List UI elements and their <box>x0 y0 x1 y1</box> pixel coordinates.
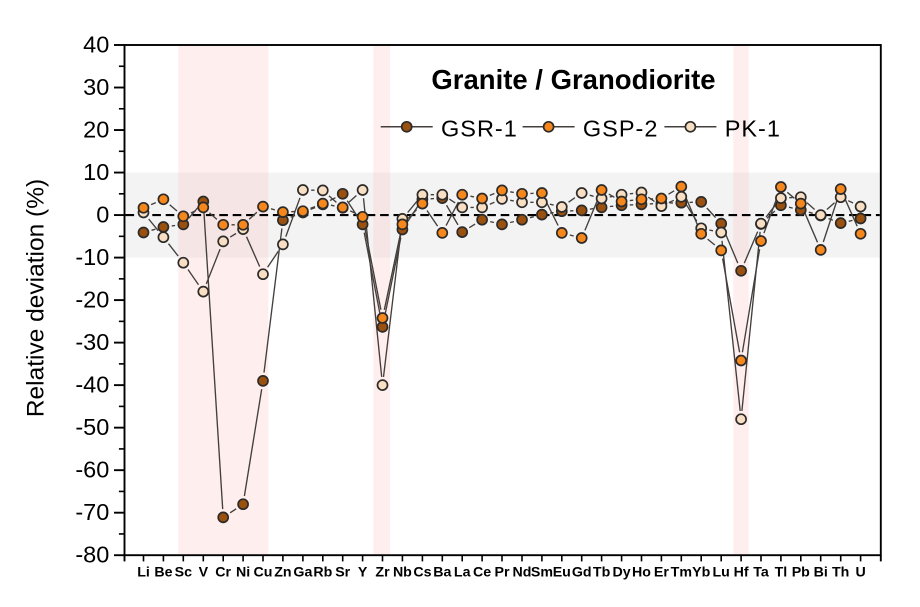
svg-text:Yb: Yb <box>692 564 710 580</box>
svg-text:Pb: Pb <box>792 564 810 580</box>
svg-text:Gd: Gd <box>572 564 592 580</box>
svg-text:GSP-2: GSP-2 <box>583 115 659 141</box>
svg-text:Relative deviation (%): Relative deviation (%) <box>23 179 50 417</box>
svg-text:Dy: Dy <box>613 564 631 580</box>
svg-text:-40: -40 <box>75 371 109 397</box>
svg-text:Ga: Ga <box>293 564 312 580</box>
svg-text:Li: Li <box>137 564 150 580</box>
svg-text:Ba: Ba <box>433 564 451 580</box>
svg-text:0: 0 <box>96 201 109 227</box>
svg-text:-80: -80 <box>75 541 109 567</box>
svg-text:Sm: Sm <box>531 564 553 580</box>
svg-text:10: 10 <box>83 159 109 185</box>
svg-text:Lu: Lu <box>713 564 730 580</box>
svg-text:Er: Er <box>654 564 669 580</box>
svg-text:Tb: Tb <box>593 564 611 580</box>
svg-text:Cs: Cs <box>413 564 431 580</box>
svg-text:Be: Be <box>154 564 172 580</box>
svg-text:Rb: Rb <box>313 564 332 580</box>
svg-text:-70: -70 <box>75 499 109 525</box>
svg-text:-60: -60 <box>75 456 109 482</box>
svg-text:U: U <box>855 564 865 580</box>
svg-text:Nb: Nb <box>393 564 412 580</box>
svg-text:Granite / Granodiorite: Granite / Granodiorite <box>431 64 715 95</box>
svg-text:Ta: Ta <box>753 564 769 580</box>
svg-text:Zn: Zn <box>274 564 291 580</box>
svg-text:-50: -50 <box>75 414 109 440</box>
svg-text:Y: Y <box>358 564 368 580</box>
svg-text:Bi: Bi <box>814 564 828 580</box>
svg-text:20: 20 <box>83 116 109 142</box>
svg-text:La: La <box>454 564 471 580</box>
svg-text:V: V <box>199 564 209 580</box>
svg-text:Eu: Eu <box>553 564 571 580</box>
svg-text:30: 30 <box>83 74 109 100</box>
svg-text:Ho: Ho <box>632 564 651 580</box>
svg-text:40: 40 <box>83 31 109 57</box>
svg-text:Tm: Tm <box>671 564 692 580</box>
svg-text:-10: -10 <box>75 244 109 270</box>
svg-text:Cr: Cr <box>215 564 231 580</box>
svg-text:Zr: Zr <box>375 564 390 580</box>
svg-text:-30: -30 <box>75 329 109 355</box>
svg-text:Sc: Sc <box>175 564 192 580</box>
svg-text:-20: -20 <box>75 286 109 312</box>
svg-text:Pr: Pr <box>495 564 510 580</box>
svg-text:Sr: Sr <box>335 564 350 580</box>
svg-text:PK-1: PK-1 <box>725 115 781 141</box>
svg-text:Ce: Ce <box>473 564 491 580</box>
svg-text:Ni: Ni <box>236 564 250 580</box>
svg-text:Th: Th <box>832 564 849 580</box>
svg-text:Nd: Nd <box>513 564 532 580</box>
svg-text:Tl: Tl <box>775 564 788 580</box>
svg-text:Cu: Cu <box>254 564 273 580</box>
svg-text:Hf: Hf <box>734 564 749 580</box>
svg-text:GSR-1: GSR-1 <box>441 115 518 141</box>
